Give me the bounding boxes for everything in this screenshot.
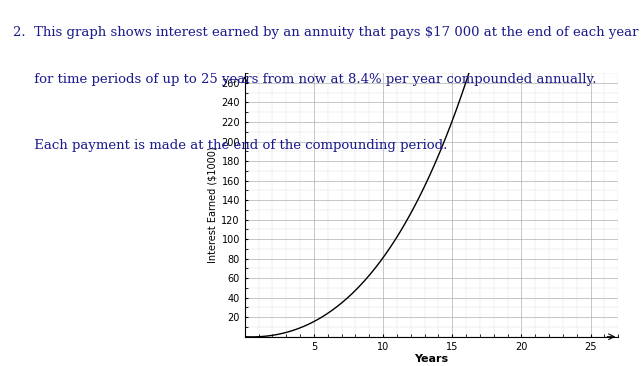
- Text: 2.  This graph shows interest earned by an annuity that pays $17 000 at the end : 2. This graph shows interest earned by a…: [13, 26, 638, 39]
- X-axis label: Years: Years: [415, 354, 448, 365]
- Text: for time periods of up to 25 years from now at 8.4% per year compounded annually: for time periods of up to 25 years from …: [13, 73, 596, 86]
- Y-axis label: Interest Earned ($1000): Interest Earned ($1000): [207, 147, 217, 263]
- Text: Each payment is made at the end of the compounding period.: Each payment is made at the end of the c…: [13, 139, 447, 152]
